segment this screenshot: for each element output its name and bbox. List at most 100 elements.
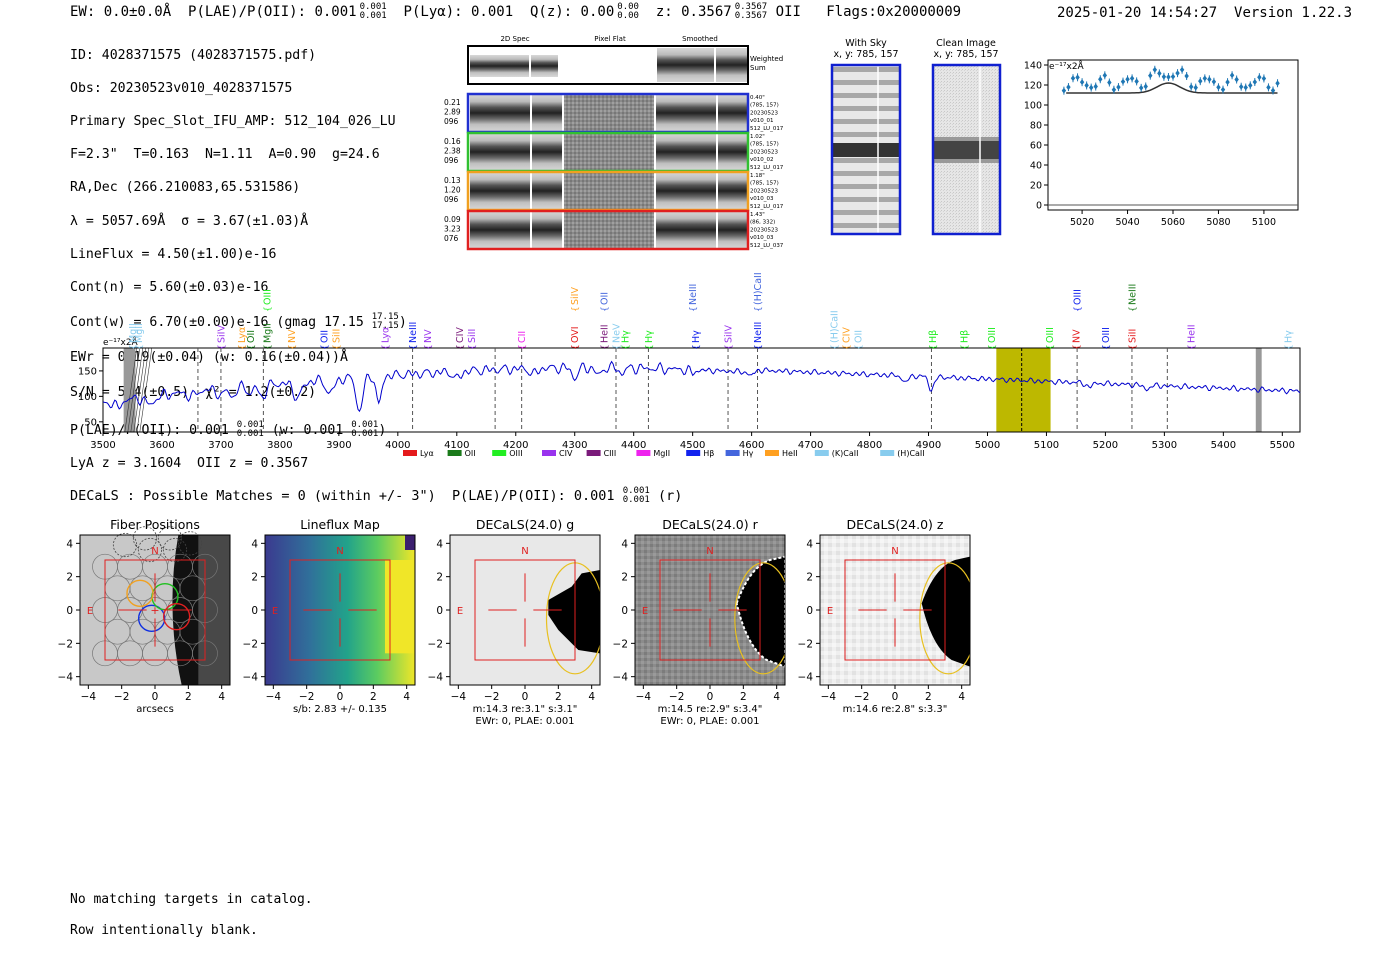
svg-text:{: {	[1102, 344, 1112, 350]
search-box	[289, 559, 391, 661]
legend-label-2: OIII	[509, 449, 522, 458]
svg-text:{: {	[754, 306, 764, 312]
svg-text:{: {	[129, 344, 139, 350]
info-plae-w: (w: 0.001	[271, 422, 344, 438]
zoom-model-curve	[1066, 82, 1278, 94]
col-header-smoothed: Smoothed	[682, 35, 718, 43]
zoom-point	[1248, 82, 1253, 89]
clean-image	[931, 63, 1002, 236]
zoom-unit-label: e⁻¹⁷x2Å	[1049, 60, 1085, 72]
info-lineflux: LineFlux = 4.50(±1.00)e-16	[70, 246, 277, 262]
zoom-point	[1193, 84, 1198, 91]
sky-images	[830, 63, 1002, 236]
cutout-row-1-left-0: 0.21	[444, 98, 461, 107]
cutout-row-4-left-0: 0.09	[444, 215, 461, 224]
zoom-point	[1257, 74, 1262, 81]
legend-swatch-10	[880, 450, 895, 456]
decals-heading: DECaLS : Possible Matches = 0 (within +/…	[70, 487, 682, 505]
svg-text:{: {	[692, 344, 702, 350]
svg-text:{: {	[409, 344, 419, 350]
svg-text:{: {	[217, 344, 227, 350]
zoom-point	[1152, 66, 1158, 73]
zoom-point	[1088, 84, 1094, 91]
decals-heading-text: DECaLS : Possible Matches = 0 (within +/…	[70, 488, 615, 504]
decals-panel-caption-3-0: m:14.3 re:3.1" s:3.1"	[473, 704, 578, 715]
line-label-28: (H)CaII	[830, 310, 841, 343]
svg-text:{: {	[621, 344, 631, 350]
cutout-row-1-right-4: 512_LU_017	[750, 126, 784, 132]
cutout-row-1-right-2: 20230523	[750, 110, 778, 116]
decals-panel-caption-1-0: arcsecs	[136, 704, 174, 715]
zoom-ytick-140: 140	[1024, 61, 1042, 72]
decals-xtick: 4	[403, 691, 410, 703]
spec-xtick-5300: 5300	[1152, 440, 1177, 451]
east-label: E	[457, 606, 463, 617]
svg-text:{: {	[645, 344, 655, 350]
info-contw-sup: 17.15	[371, 312, 399, 323]
line-label-24: Hγ	[691, 330, 702, 343]
zoom-point	[1079, 79, 1085, 86]
svg-text:{: {	[247, 344, 257, 350]
cutout-row-3-right-4: 512_LU_017	[750, 204, 784, 210]
decals-xtick: −2	[484, 691, 499, 703]
svg-text:{: {	[468, 344, 478, 350]
cutout-row-2-left-1: 2.38	[444, 147, 461, 156]
line-label-21: Hγ	[620, 330, 631, 343]
info-plae-sub: 0.001	[236, 428, 264, 439]
north-label: N	[891, 546, 898, 557]
legend-label-8: HeII	[782, 449, 798, 458]
zoom-point	[1216, 84, 1221, 91]
decals-xtick: 0	[892, 691, 899, 703]
info-lambda: λ = 5057.69Å σ = 3.67(±1.03)Å	[70, 213, 309, 229]
zoom-ytick-120: 120	[1024, 81, 1042, 92]
decals-panel-caption-5-0: m:14.6 re:2.8" s:3.3"	[843, 704, 948, 715]
line-label-32: Hβ	[959, 330, 970, 343]
legend-label-6: Hβ	[703, 449, 714, 458]
legend-label-7: Hγ	[743, 449, 754, 458]
decals-ytick: 2	[436, 572, 443, 584]
legend-label-1: OII	[465, 449, 476, 458]
info-lya-z: LyA z = 3.1604 OII z = 0.3567	[70, 455, 309, 471]
decals-panel-title-1: Fiber Positions	[110, 517, 200, 532]
cutout-row-3-right-2: 20230523	[750, 188, 778, 194]
decals-ytick: 2	[806, 572, 813, 584]
zoom-point	[1202, 75, 1208, 82]
spec-xtick-4500: 4500	[680, 440, 705, 451]
north-label: N	[521, 546, 528, 557]
zoom-point	[1252, 79, 1258, 86]
line-label-6: OIII	[262, 289, 273, 305]
line-label-3: Lyα	[237, 327, 248, 343]
decals-xtick: 2	[370, 691, 377, 703]
with-sky-xy: x, y: 785, 157	[833, 49, 899, 60]
header-right: 2025-01-20 14:54:27 Version 1.22.3	[1057, 5, 1352, 21]
zoom-point	[1098, 76, 1103, 83]
header-qz: Q(z): 0.00	[529, 4, 615, 20]
line-label-41: Hγ	[1284, 330, 1295, 343]
search-box	[104, 559, 206, 661]
zoom-point	[1161, 73, 1167, 80]
header-version: Version 1.22.3	[1234, 5, 1353, 21]
legend-swatch-8	[765, 450, 779, 456]
zoom-point	[1125, 76, 1130, 83]
spec-xtick-4400: 4400	[621, 440, 646, 451]
spec-xtick-3700: 3700	[208, 440, 233, 451]
decals-ytick: 2	[621, 572, 628, 584]
fiber-circle-4	[162, 602, 191, 631]
legend-label-5: MgII	[653, 449, 670, 458]
full-spectrum: e⁻¹⁷x2Å 3500 3600 3700 3800 3900 4000 4100 4200…	[78, 272, 1301, 458]
zoom-ytick-60: 60	[1030, 141, 1042, 152]
line-label-2: SiIV	[216, 325, 227, 343]
fiber-circle-1	[137, 604, 166, 633]
line-label-14: SiII	[467, 329, 478, 343]
header-timestamp: 2025-01-20 14:54:27	[1057, 5, 1218, 21]
legend-label-4: CIII	[604, 449, 617, 458]
clean-xy: x, y: 785, 157	[933, 49, 999, 60]
svg-text:{: {	[854, 344, 864, 350]
zoom-point	[1207, 76, 1212, 83]
decals-panel-caption-2-0: s/b: 2.83 +/- 0.135	[293, 704, 387, 715]
line-label-1: MgII	[128, 323, 139, 343]
spec-cutouts: 2D Spec Pixel Flat Smoothed Weighted Sum…	[444, 35, 784, 251]
svg-text:{: {	[601, 344, 611, 350]
footer: No matching targets in catalog. Row inte…	[70, 876, 313, 954]
info-plae-sup: 0.001	[236, 419, 264, 430]
